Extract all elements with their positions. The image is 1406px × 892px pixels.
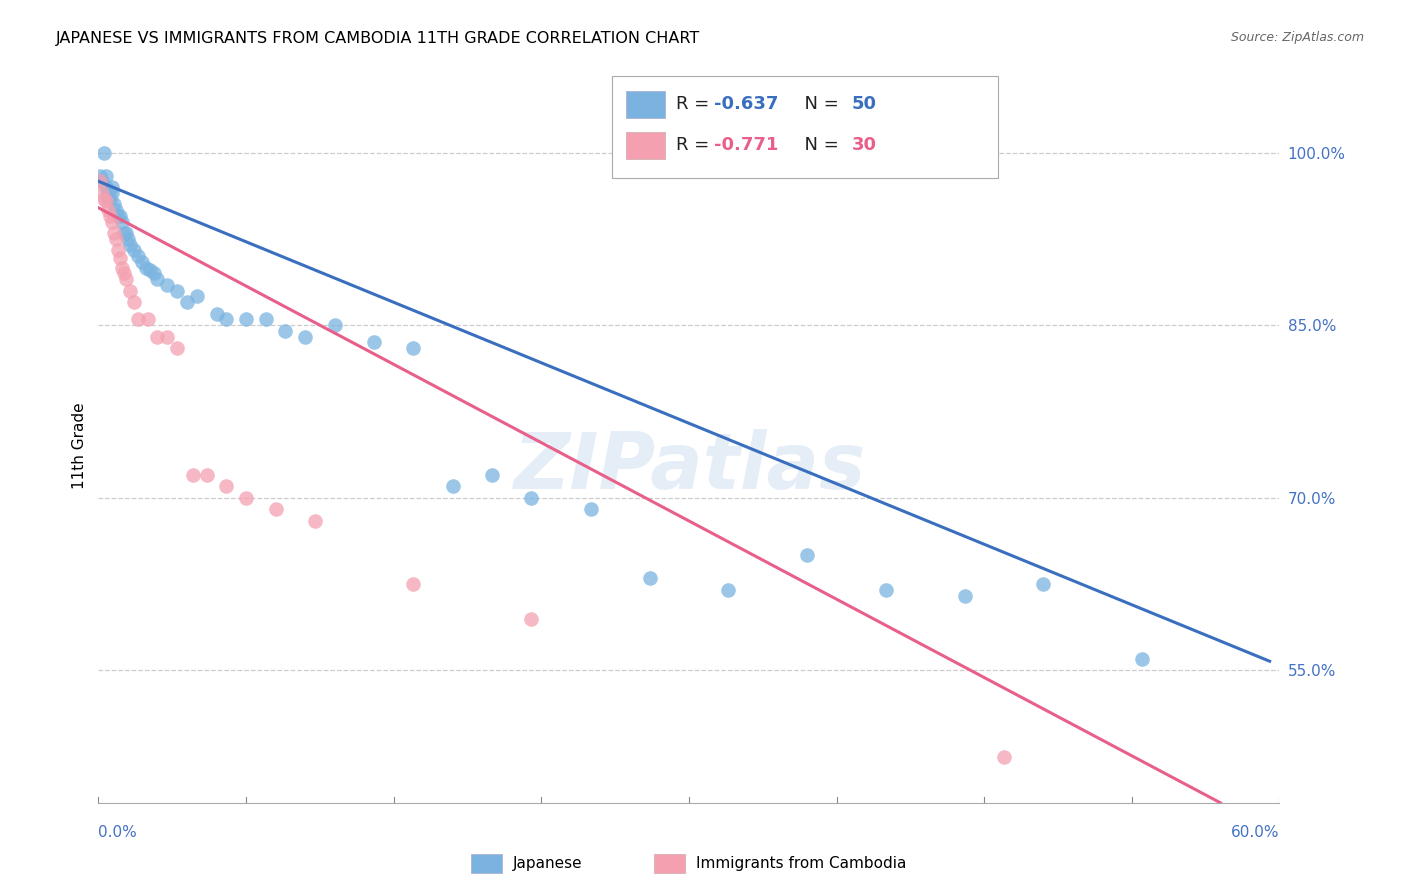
Point — [131, 255, 153, 269]
Point — [274, 324, 297, 338]
Point — [181, 467, 204, 482]
Point — [579, 502, 602, 516]
Point — [195, 467, 218, 482]
Point — [176, 295, 198, 310]
Point — [402, 341, 425, 355]
Point — [953, 589, 976, 603]
Point — [115, 272, 138, 286]
Point — [166, 284, 188, 298]
Text: R =: R = — [676, 136, 716, 154]
Point — [96, 180, 118, 194]
Point — [264, 502, 287, 516]
Point — [127, 312, 149, 326]
Point — [122, 295, 145, 310]
Point — [166, 341, 188, 355]
Point — [117, 232, 139, 246]
Point — [93, 145, 115, 160]
Text: 0.0%: 0.0% — [98, 825, 138, 840]
Point — [520, 612, 543, 626]
Point — [205, 307, 228, 321]
Point — [294, 329, 316, 343]
Point — [402, 577, 425, 591]
Point — [96, 194, 118, 208]
Point — [97, 186, 120, 200]
Point — [127, 249, 149, 263]
Y-axis label: 11th Grade: 11th Grade — [72, 402, 87, 490]
Text: -0.637: -0.637 — [714, 95, 779, 113]
Point — [89, 174, 111, 188]
Point — [112, 266, 135, 280]
Point — [98, 209, 121, 223]
Text: JAPANESE VS IMMIGRANTS FROM CAMBODIA 11TH GRADE CORRELATION CHART: JAPANESE VS IMMIGRANTS FROM CAMBODIA 11T… — [56, 31, 700, 46]
Point — [1130, 652, 1153, 666]
Point — [105, 202, 128, 217]
Point — [304, 514, 326, 528]
Point — [481, 467, 503, 482]
Point — [101, 214, 124, 228]
Text: 50: 50 — [852, 95, 877, 113]
Point — [111, 260, 134, 275]
Point — [146, 329, 169, 343]
Point — [112, 226, 135, 240]
Text: Immigrants from Cambodia: Immigrants from Cambodia — [696, 856, 907, 871]
Point — [717, 582, 740, 597]
Point — [111, 214, 134, 228]
Text: Japanese: Japanese — [513, 856, 583, 871]
Point — [638, 571, 661, 585]
Point — [441, 479, 464, 493]
Point — [135, 260, 157, 275]
Text: N =: N = — [793, 95, 845, 113]
Point — [993, 749, 1015, 764]
Point — [93, 192, 115, 206]
Point — [91, 174, 114, 188]
Point — [108, 252, 131, 266]
Point — [115, 226, 138, 240]
Text: ZIPatlas: ZIPatlas — [513, 429, 865, 506]
Point — [89, 169, 111, 183]
Point — [118, 284, 141, 298]
Text: 30: 30 — [852, 136, 877, 154]
Point — [363, 335, 385, 350]
Point — [215, 479, 238, 493]
Text: 60.0%: 60.0% — [1232, 825, 1279, 840]
Point — [136, 312, 159, 326]
Text: N =: N = — [793, 136, 845, 154]
Point — [96, 169, 118, 183]
Point — [105, 232, 128, 246]
Point — [118, 237, 141, 252]
Point — [1032, 577, 1054, 591]
Point — [101, 180, 124, 194]
Point — [138, 263, 160, 277]
Point — [103, 226, 125, 240]
Point — [215, 312, 238, 326]
Point — [107, 209, 129, 223]
Text: R =: R = — [676, 95, 716, 113]
Point — [875, 582, 897, 597]
Point — [235, 312, 257, 326]
Point — [142, 266, 165, 280]
Point — [520, 491, 543, 505]
Point — [186, 289, 208, 303]
Point — [107, 244, 129, 258]
Point — [235, 491, 257, 505]
Point — [254, 312, 277, 326]
Point — [122, 244, 145, 258]
Point — [98, 192, 121, 206]
Point — [323, 318, 346, 333]
Text: -0.771: -0.771 — [714, 136, 779, 154]
Point — [91, 186, 114, 200]
Point — [108, 209, 131, 223]
Point — [101, 186, 124, 200]
Point — [156, 277, 179, 292]
Text: Source: ZipAtlas.com: Source: ZipAtlas.com — [1230, 31, 1364, 45]
Point — [156, 329, 179, 343]
Point — [97, 202, 120, 217]
Point — [97, 192, 120, 206]
Point — [796, 549, 818, 563]
Point — [103, 197, 125, 211]
Point — [146, 272, 169, 286]
